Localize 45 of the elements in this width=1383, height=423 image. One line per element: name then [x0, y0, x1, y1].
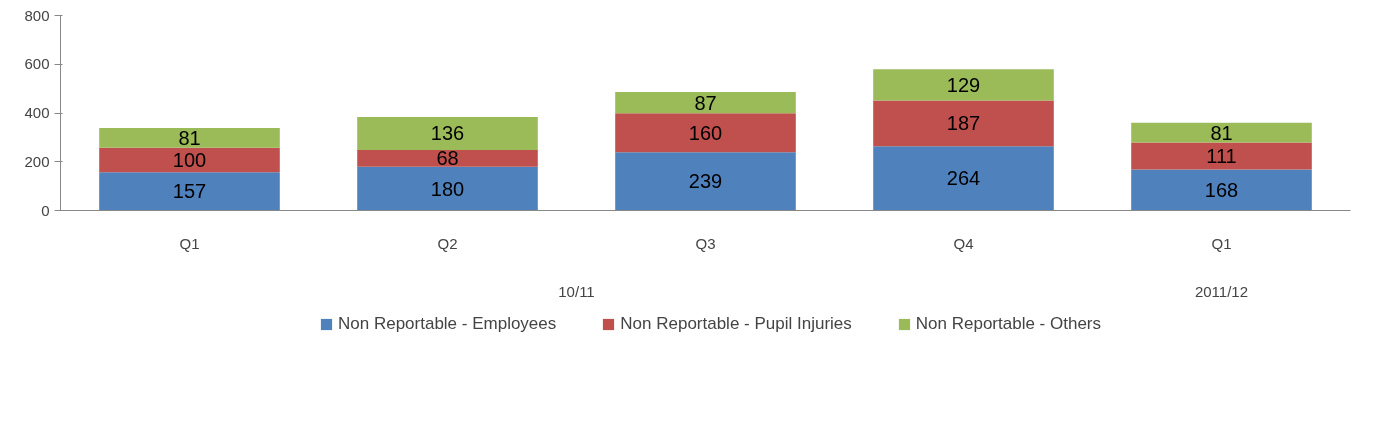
data-label: 100	[172, 149, 207, 172]
data-label: 168	[1204, 179, 1239, 202]
legend-label: Non Reportable - Others	[915, 314, 1101, 334]
data-label: 81	[1210, 121, 1233, 144]
y-tick-label: 800	[24, 6, 50, 24]
bar	[873, 69, 1054, 101]
bar	[873, 146, 1054, 211]
y-tick-label: 200	[24, 152, 50, 170]
data-label: 187	[946, 112, 981, 135]
data-label: 136	[430, 122, 465, 145]
bar	[615, 92, 796, 114]
data-label: 111	[1206, 145, 1237, 168]
data-label: 160	[688, 121, 723, 144]
data-label: 81	[178, 126, 201, 149]
y-tick-label: 400	[24, 104, 50, 121]
data-label: 68	[436, 147, 459, 170]
data-label: 180	[430, 177, 465, 200]
bar	[357, 116, 538, 151]
data-label: 264	[946, 167, 981, 190]
text: 10/11	[558, 282, 595, 300]
x-tick-label: Q1	[179, 234, 200, 252]
bar	[873, 100, 1054, 147]
bar	[99, 172, 280, 211]
y-tick-label: 0	[41, 201, 50, 219]
bar	[357, 150, 538, 167]
y-tick-label: 600	[24, 55, 50, 73]
data-label: 129	[946, 73, 981, 96]
data-label: 157	[172, 180, 207, 203]
bar	[615, 152, 796, 211]
bar	[99, 147, 280, 173]
data-label: 87	[694, 91, 717, 114]
bar	[1131, 169, 1312, 211]
bar	[99, 128, 280, 148]
x-tick-label: Q3	[695, 234, 716, 252]
legend-label: Non Reportable - Pupil Injuries	[620, 314, 852, 334]
bar	[357, 166, 538, 211]
x-tick-label: Q1	[1211, 234, 1232, 252]
bar	[1131, 122, 1312, 143]
x-tick-label: Q2	[437, 234, 458, 252]
bar	[1131, 142, 1312, 170]
legend-label: Non Reportable - Employees	[338, 314, 557, 334]
bar	[615, 113, 796, 153]
x-tick-label: Q4	[953, 234, 974, 252]
text: 2011/12	[1194, 282, 1249, 300]
data-label: 239	[688, 170, 723, 193]
